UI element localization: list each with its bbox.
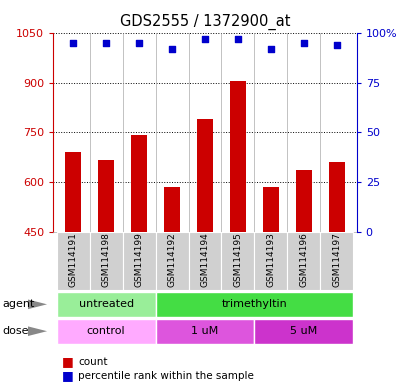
Bar <box>196 119 213 232</box>
Bar <box>328 162 344 232</box>
Text: control: control <box>87 326 125 336</box>
Text: GDS2555 / 1372900_at: GDS2555 / 1372900_at <box>119 13 290 30</box>
Point <box>169 46 175 52</box>
Bar <box>155 319 254 344</box>
Text: GSM114198: GSM114198 <box>101 233 110 287</box>
Bar <box>155 232 188 290</box>
Bar <box>320 232 353 290</box>
Polygon shape <box>28 326 47 336</box>
Text: trimethyltin: trimethyltin <box>221 299 287 310</box>
Text: agent: agent <box>2 299 34 310</box>
Bar <box>163 187 180 232</box>
Text: 1 uM: 1 uM <box>191 326 218 336</box>
Bar <box>122 232 155 290</box>
Text: GSM114197: GSM114197 <box>332 233 341 287</box>
Text: GSM114192: GSM114192 <box>167 233 176 287</box>
Bar <box>295 170 311 232</box>
Point <box>267 46 274 52</box>
Text: untreated: untreated <box>78 299 133 310</box>
Bar <box>262 187 279 232</box>
Point <box>201 36 208 42</box>
Point <box>70 40 76 46</box>
Bar <box>287 232 320 290</box>
Point <box>135 40 142 46</box>
Bar <box>188 232 221 290</box>
Text: ■: ■ <box>61 355 73 368</box>
Bar <box>155 292 353 317</box>
Text: ■: ■ <box>61 369 73 382</box>
Bar <box>229 81 246 232</box>
Text: count: count <box>78 357 107 367</box>
Text: GSM114195: GSM114195 <box>233 233 242 287</box>
Text: dose: dose <box>2 326 29 336</box>
Text: GSM114196: GSM114196 <box>299 233 308 287</box>
Bar <box>254 232 287 290</box>
Bar <box>221 232 254 290</box>
Text: 5 uM: 5 uM <box>290 326 317 336</box>
Bar <box>254 319 353 344</box>
Text: GSM114194: GSM114194 <box>200 233 209 287</box>
Bar <box>56 319 155 344</box>
Text: GSM114193: GSM114193 <box>266 233 275 287</box>
Bar <box>130 135 147 232</box>
Bar <box>56 292 155 317</box>
Point <box>234 36 240 42</box>
Text: percentile rank within the sample: percentile rank within the sample <box>78 371 253 381</box>
Bar <box>98 160 114 232</box>
Point <box>333 41 339 48</box>
Bar <box>65 152 81 232</box>
Bar <box>89 232 122 290</box>
Point <box>103 40 109 46</box>
Point <box>300 40 306 46</box>
Text: GSM114199: GSM114199 <box>134 233 143 287</box>
Text: GSM114191: GSM114191 <box>68 233 77 287</box>
Bar <box>56 232 89 290</box>
Polygon shape <box>28 300 47 309</box>
